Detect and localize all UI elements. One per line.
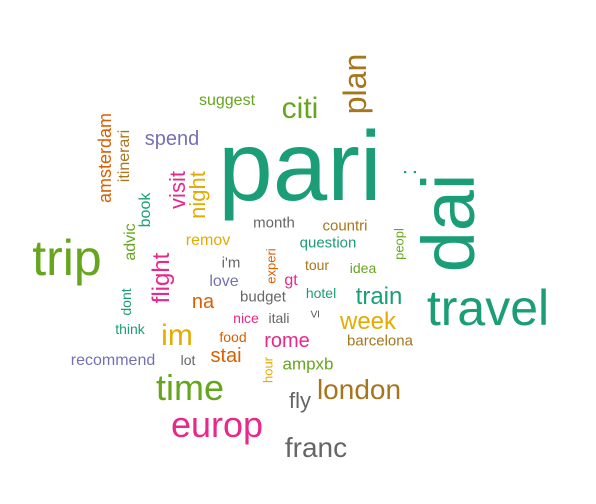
word-plan: plan — [337, 53, 373, 115]
word-love: love — [209, 273, 239, 290]
word-itali: itali — [268, 310, 290, 326]
word-gt: gt — [284, 272, 298, 289]
word-suggest: suggest — [198, 92, 256, 109]
word-hotel: hotel — [305, 285, 337, 301]
word-im: im — [161, 319, 193, 352]
word-fly: fly — [289, 388, 311, 413]
word-dai: dai — [407, 173, 490, 273]
word-month: month — [253, 214, 295, 232]
word-na: na — [191, 291, 215, 313]
word-book: book — [137, 192, 154, 228]
word-nice: nice — [233, 310, 259, 326]
word-tour: tour — [304, 257, 330, 273]
word-peopl: peopl — [391, 228, 407, 260]
word-think: think — [115, 321, 145, 337]
word-train: train — [355, 283, 403, 310]
word-itinerari: itinerari — [116, 129, 133, 183]
word-amsterdam: amsterdam — [95, 112, 115, 204]
word-im-apostrophe: i'm — [221, 254, 241, 272]
word-advic: advic — [122, 223, 139, 261]
word-citi: citi — [281, 92, 319, 125]
word-idea: idea — [349, 260, 377, 276]
word-rome: rome — [264, 330, 310, 352]
word-franc: franc — [284, 432, 348, 463]
word-flight: flight — [148, 252, 175, 304]
word-recommend: recommend — [70, 352, 156, 369]
word-spend: spend — [144, 128, 200, 150]
word-week: week — [339, 308, 397, 335]
word-budget: budget — [240, 288, 286, 306]
word-countri: countri — [322, 217, 368, 235]
word-question: question — [299, 234, 357, 252]
word-experi: experi — [263, 248, 279, 284]
word-travel: travel — [426, 280, 550, 336]
word-colon: : — [396, 168, 421, 176]
word-ampxb: ampxb — [282, 354, 334, 374]
word-night: night — [185, 171, 210, 219]
word-europ: europ — [170, 404, 264, 445]
word-time: time — [155, 367, 225, 408]
word-hour: hour — [260, 356, 276, 384]
word-barcelona: barcelona — [347, 332, 413, 350]
word-dont: dont — [118, 288, 134, 316]
word-trip: trip — [32, 230, 102, 286]
word-stai: stai — [210, 345, 242, 367]
word-remov: remov — [185, 232, 231, 249]
word-pari: pari — [218, 111, 382, 221]
word-lot: lot — [180, 352, 196, 368]
word-food: food — [219, 329, 247, 345]
word-london: london — [316, 374, 402, 405]
word-le-symbol: ≤ — [306, 310, 322, 318]
